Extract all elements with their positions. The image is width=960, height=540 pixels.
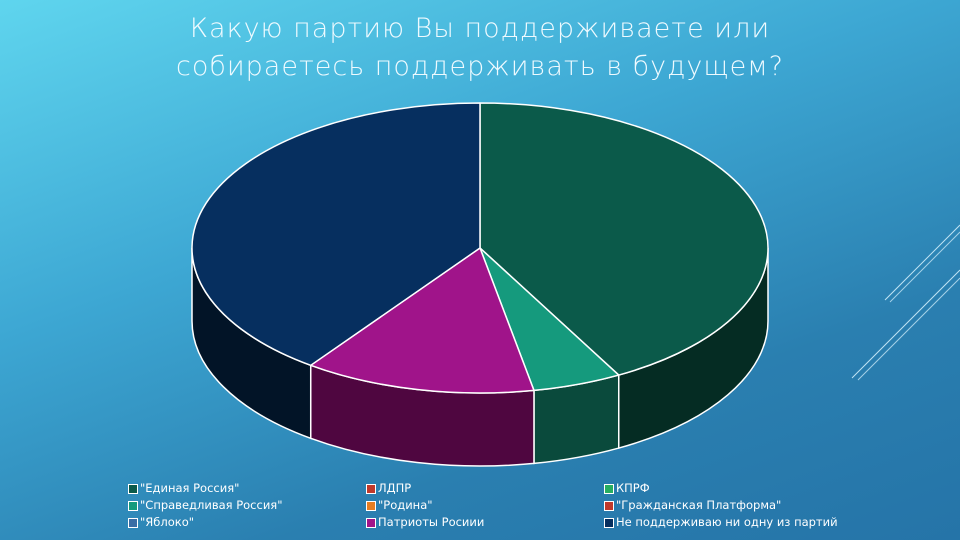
- legend-label: "Справедливая Россия": [140, 497, 283, 514]
- legend-label: ЛДПР: [378, 480, 411, 497]
- legend-label: "Яблоко": [140, 514, 194, 531]
- legend-column: ЛДПР "Родина" Патриоты Росиии: [366, 480, 484, 531]
- legend-item: Патриоты Росиии: [366, 514, 484, 531]
- legend-label: Не поддерживаю ни одну из партий: [616, 514, 838, 531]
- legend-label: "Гражданская Платформа": [616, 497, 781, 514]
- legend-swatch: [366, 518, 376, 528]
- legend-swatch: [128, 484, 138, 494]
- legend-label: "Родина": [378, 497, 433, 514]
- legend-column: "Единая Россия" "Справедливая Россия" "Я…: [128, 480, 283, 531]
- legend-item: "Родина": [366, 497, 484, 514]
- legend-item: КПРФ: [604, 480, 838, 497]
- legend-column: КПРФ "Гражданская Платформа" Не поддержи…: [604, 480, 838, 531]
- chart-legend: "Единая Россия" "Справедливая Россия" "Я…: [0, 480, 960, 536]
- legend-swatch: [128, 501, 138, 511]
- legend-item: "Яблоко": [128, 514, 283, 531]
- pie-chart: [0, 0, 960, 480]
- legend-item: Не поддерживаю ни одну из партий: [604, 514, 838, 531]
- legend-item: "Справедливая Россия": [128, 497, 283, 514]
- legend-swatch: [604, 484, 614, 494]
- legend-swatch: [128, 518, 138, 528]
- legend-item: "Единая Россия": [128, 480, 283, 497]
- legend-swatch: [366, 501, 376, 511]
- legend-item: "Гражданская Платформа": [604, 497, 838, 514]
- legend-label: "Единая Россия": [140, 480, 239, 497]
- legend-swatch: [604, 518, 614, 528]
- legend-label: Патриоты Росиии: [378, 514, 484, 531]
- legend-item: ЛДПР: [366, 480, 484, 497]
- legend-swatch: [366, 484, 376, 494]
- legend-swatch: [604, 501, 614, 511]
- legend-label: КПРФ: [616, 480, 650, 497]
